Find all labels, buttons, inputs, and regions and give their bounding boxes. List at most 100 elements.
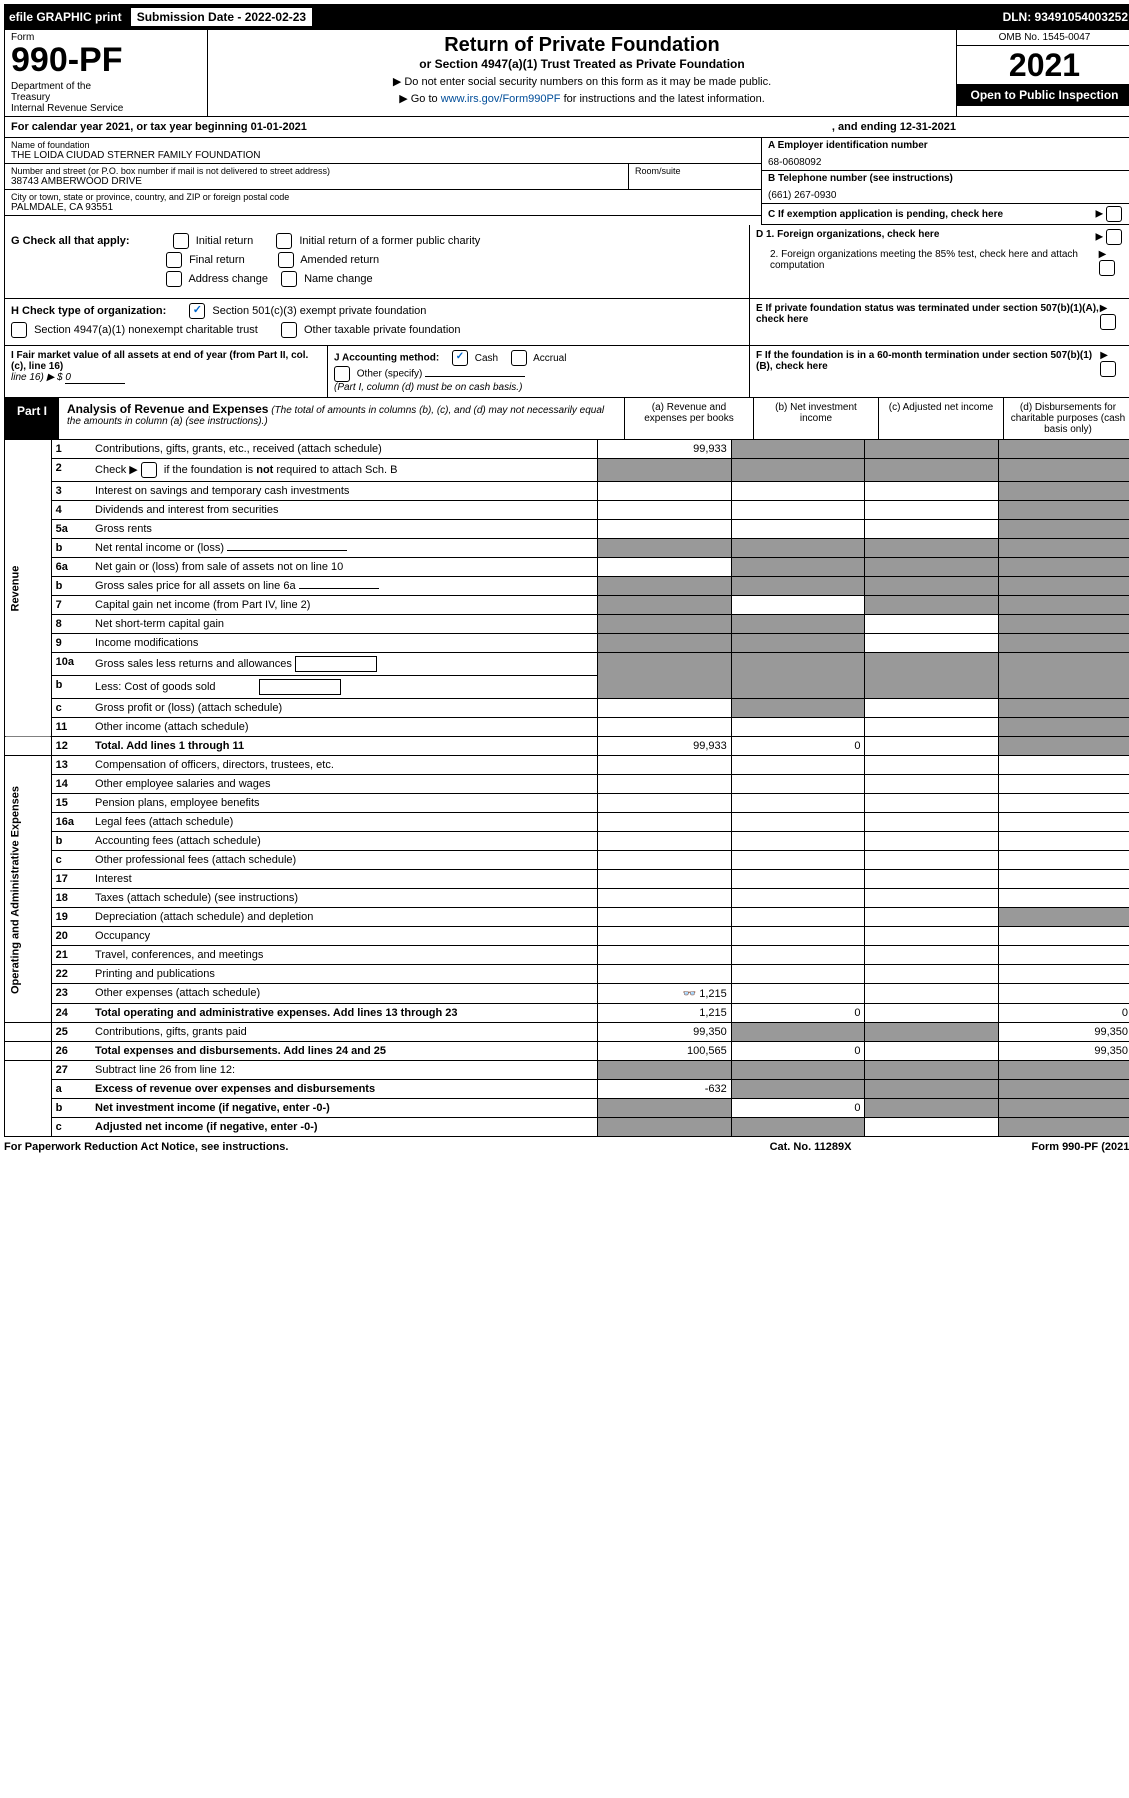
table-row: bAccounting fees (attach schedule) [5, 832, 1129, 851]
val-1a: 99,933 [598, 440, 732, 459]
table-row: 23Other expenses (attach schedule) 👓 1,2… [5, 984, 1129, 1004]
form-title: Return of Private Foundation [216, 34, 948, 57]
i-label: I Fair market value of all assets at end… [11, 350, 308, 372]
table-row: 27Subtract line 26 from line 12: [5, 1061, 1129, 1080]
val-26a: 100,565 [598, 1042, 732, 1061]
room-label: Room/suite [635, 166, 755, 176]
part1-label: Part I [5, 398, 59, 439]
name-change-checkbox[interactable] [281, 271, 297, 287]
section-ij: I Fair market value of all assets at end… [4, 346, 1129, 398]
submission-date: Submission Date - 2022-02-23 [130, 7, 313, 27]
instructions-link[interactable]: www.irs.gov/Form990PF [441, 93, 561, 105]
footer-right: Form 990-PF (2021) [1032, 1141, 1129, 1153]
shaded-cell [865, 440, 999, 459]
part1-desc: Analysis of Revenue and Expenses (The to… [59, 398, 624, 439]
h-label: H Check type of organization: [11, 305, 166, 317]
accrual-checkbox[interactable] [511, 350, 527, 366]
initial-former-label: Initial return of a former public charit… [299, 235, 480, 247]
e-label: E If private foundation status was termi… [756, 303, 1100, 330]
table-row: 26Total expenses and disbursements. Add … [5, 1042, 1129, 1061]
initial-former-checkbox[interactable] [276, 233, 292, 249]
exemption-label: C If exemption application is pending, c… [768, 209, 1003, 220]
header-left: Form 990-PF Department of theTreasuryInt… [5, 30, 208, 116]
check-d-right: D 1. Foreign organizations, check here▶ … [750, 225, 1129, 298]
e-right: E If private foundation status was termi… [749, 299, 1129, 345]
table-row: 11Other income (attach schedule) [5, 718, 1129, 737]
final-checkbox[interactable] [166, 252, 182, 268]
table-row: cOther professional fees (attach schedul… [5, 851, 1129, 870]
ein: 68-0608092 [768, 157, 1126, 168]
table-row: 15Pension plans, employee benefits [5, 794, 1129, 813]
efile-label: efile GRAPHIC print [9, 10, 122, 24]
section-h: H Check type of organization: ✓ Section … [4, 299, 1129, 346]
col-b-header: (b) Net investment income [753, 398, 878, 439]
j-note: (Part I, column (d) must be on cash basi… [334, 382, 743, 393]
e-checkbox[interactable] [1100, 314, 1116, 330]
f-checkbox[interactable] [1100, 361, 1116, 377]
glasses-icon[interactable]: 👓 [682, 988, 696, 1000]
val-27a: -632 [598, 1080, 732, 1099]
d1-checkbox[interactable] [1106, 229, 1122, 245]
amended-checkbox[interactable] [278, 252, 294, 268]
table-row: 7Capital gain net income (from Part IV, … [5, 596, 1129, 615]
4947-checkbox[interactable] [11, 322, 27, 338]
f-label: F If the foundation is in a 60-month ter… [756, 350, 1100, 377]
exemption-cell: C If exemption application is pending, c… [762, 204, 1129, 225]
address-label: Number and street (or P.O. box number if… [11, 166, 622, 176]
i-section: I Fair market value of all assets at end… [5, 346, 327, 397]
501c3-checkbox[interactable]: ✓ [189, 303, 205, 319]
accrual-label: Accrual [533, 353, 566, 364]
d2-checkbox[interactable] [1099, 260, 1115, 276]
department: Department of theTreasuryInternal Revenu… [11, 81, 201, 114]
table-row: 24Total operating and administrative exp… [5, 1004, 1129, 1023]
val-26b: 0 [731, 1042, 865, 1061]
footer: For Paperwork Reduction Act Notice, see … [4, 1137, 1129, 1157]
cash-checkbox[interactable]: ✓ [452, 350, 468, 366]
i-amount: line 16) ▶ $ 0 [11, 372, 125, 383]
table-row: 9Income modifications [5, 634, 1129, 653]
table-row: 18Taxes (attach schedule) (see instructi… [5, 889, 1129, 908]
val-24d: 0 [999, 1004, 1129, 1023]
city-label: City or town, state or province, country… [11, 192, 755, 202]
shaded-cell [999, 440, 1129, 459]
name-change-label: Name change [304, 273, 373, 285]
table-row: 14Other employee salaries and wages [5, 775, 1129, 794]
val-25d: 99,350 [999, 1023, 1129, 1042]
schb-checkbox[interactable] [141, 462, 157, 478]
note1: ▶ Do not enter social security numbers o… [216, 75, 948, 88]
main-table: Revenue 1Contributions, gifts, grants, e… [4, 440, 1129, 1137]
cash-label: Cash [475, 353, 498, 364]
city-cell: City or town, state or province, country… [5, 190, 761, 216]
address-checkbox[interactable] [166, 271, 182, 287]
foundation-name: THE LOIDA CIUDAD STERNER FAMILY FOUNDATI… [11, 150, 755, 161]
ein-label: A Employer identification number [768, 140, 1126, 151]
f-section: F If the foundation is in a 60-month ter… [749, 346, 1129, 397]
header-center: Return of Private Foundation or Section … [208, 30, 956, 116]
4947-label: Section 4947(a)(1) nonexempt charitable … [34, 324, 258, 336]
table-row: 21Travel, conferences, and meetings [5, 946, 1129, 965]
check-g-left: G Check all that apply: Initial return I… [5, 225, 750, 298]
form-subtitle: or Section 4947(a)(1) Trust Treated as P… [216, 57, 948, 71]
cal-year-ending: , and ending 12-31-2021 [832, 121, 956, 133]
other-method-checkbox[interactable] [334, 366, 350, 382]
exemption-checkbox[interactable] [1106, 206, 1122, 222]
address: 38743 AMBERWOOD DRIVE [11, 176, 622, 187]
d1-label: D 1. Foreign organizations, check here [756, 229, 939, 245]
table-row: 8Net short-term capital gain [5, 615, 1129, 634]
initial-label: Initial return [196, 235, 253, 247]
table-row: 20Occupancy [5, 927, 1129, 946]
val-26d: 99,350 [999, 1042, 1129, 1061]
info-grid: Name of foundation THE LOIDA CIUDAD STER… [4, 138, 1129, 225]
table-row: 12Total. Add lines 1 through 11 99,9330 [5, 737, 1129, 756]
table-row: 25Contributions, gifts, grants paid 99,3… [5, 1023, 1129, 1042]
initial-checkbox[interactable] [173, 233, 189, 249]
phone: (661) 267-0930 [768, 190, 1126, 201]
cal-year-text: For calendar year 2021, or tax year begi… [11, 121, 307, 133]
other-taxable-checkbox[interactable] [281, 322, 297, 338]
dln: DLN: 93491054003252 [1003, 10, 1128, 24]
info-left: Name of foundation THE LOIDA CIUDAD STER… [5, 138, 761, 225]
info-right: A Employer identification number 68-0608… [761, 138, 1129, 225]
expenses-side-label: Operating and Administrative Expenses [5, 756, 52, 1023]
table-row: Revenue 1Contributions, gifts, grants, e… [5, 440, 1129, 459]
footer-left: For Paperwork Reduction Act Notice, see … [4, 1141, 288, 1153]
